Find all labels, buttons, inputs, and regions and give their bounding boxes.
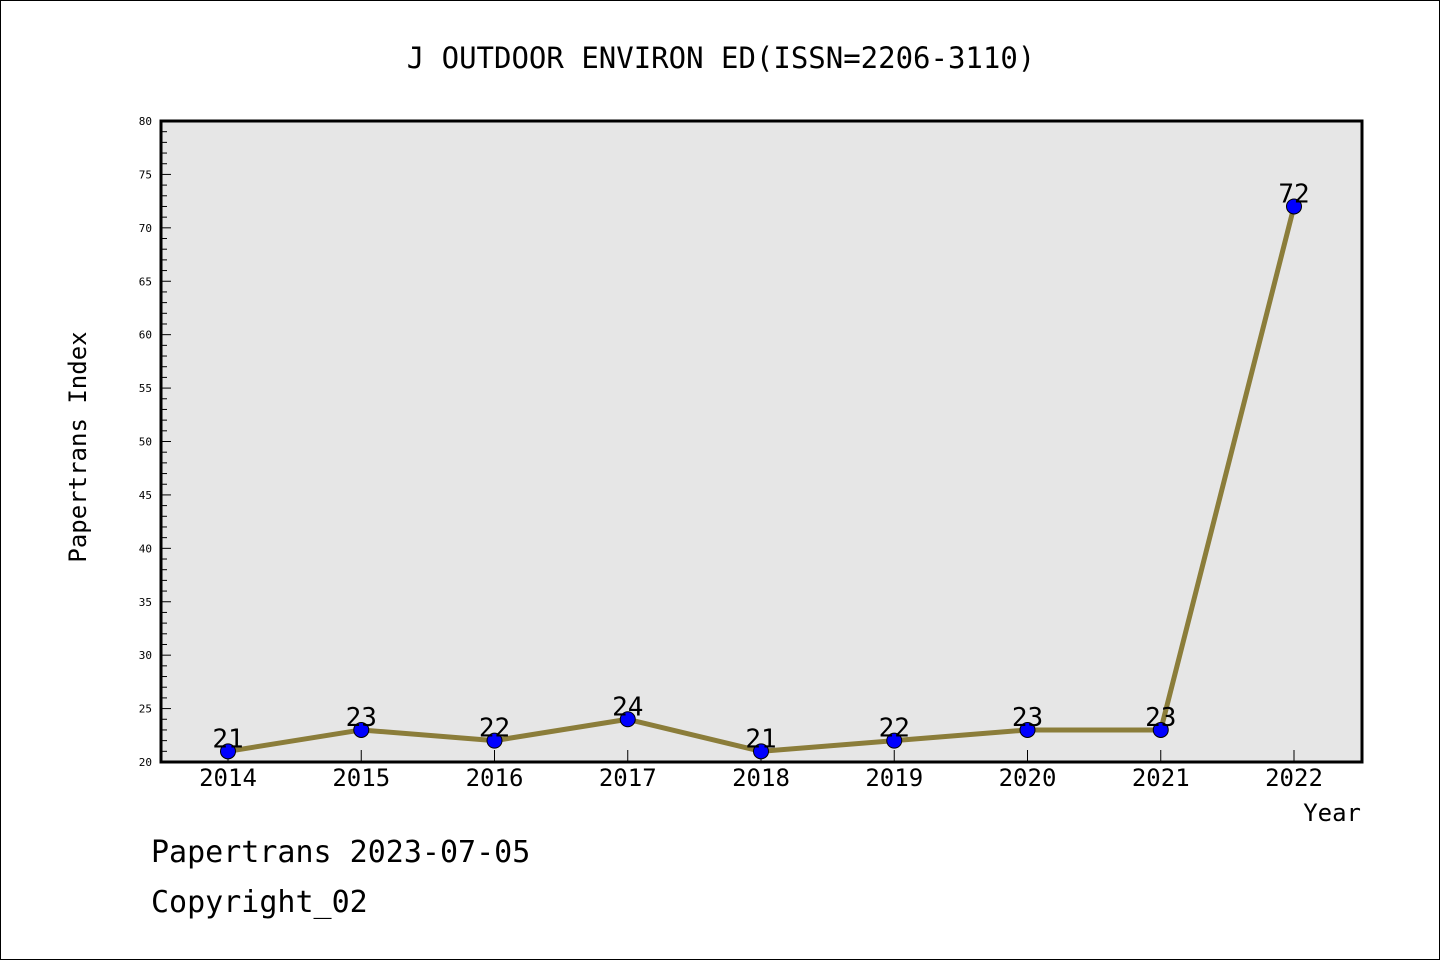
y-axis-ticks	[161, 120, 171, 763]
data-point-marker	[1019, 721, 1036, 738]
footer-copyright-text: Copyright_02	[151, 885, 368, 920]
data-label: 23	[1145, 703, 1176, 733]
data-label: 24	[612, 692, 643, 722]
y-axis-tick-labels: 20 25 30 35 40 45 50 55 60 65 70 75 80	[139, 115, 152, 769]
data-markers	[220, 198, 1302, 760]
y-tick-label: 45	[139, 489, 152, 502]
y-tick-label: 80	[139, 115, 152, 128]
y-tick-label: 30	[139, 649, 152, 662]
x-tick-label: 2016	[466, 764, 524, 792]
x-axis-tick-labels: 2014 2015 2016 2017 2018 2019 2020 2021 2022	[199, 764, 1323, 792]
data-point-marker	[886, 732, 903, 749]
data-point-marker	[1286, 198, 1302, 215]
x-tick-label: 2014	[199, 764, 257, 792]
data-point-marker	[619, 711, 636, 728]
data-label: 23	[346, 703, 377, 733]
x-tick-label: 2015	[332, 764, 390, 792]
x-axis-label: Year	[1303, 799, 1361, 827]
data-label: 21	[212, 724, 243, 754]
x-tick-label: 2021	[1132, 764, 1190, 792]
x-tick-label: 2020	[999, 764, 1057, 792]
data-point-marker	[353, 721, 370, 738]
y-tick-label: 65	[139, 275, 152, 288]
series-lines	[225, 203, 1297, 754]
x-tick-label: 2022	[1265, 764, 1323, 792]
x-tick-label: 2017	[599, 764, 657, 792]
data-label: 21	[745, 724, 776, 754]
series-line-segment	[225, 727, 364, 754]
plot-area	[159, 119, 1364, 764]
y-tick-label: 75	[139, 168, 152, 181]
data-label: 72	[1278, 179, 1309, 209]
data-point-marker	[1152, 721, 1169, 738]
data-labels: 21 23 22 24 21 22 23 23 72	[212, 179, 1309, 754]
chart-title: J OUTDOOR ENVIRON ED(ISSN=2206-3110)	[407, 41, 1036, 75]
data-point-marker	[753, 743, 769, 760]
y-tick-label: 60	[139, 329, 152, 342]
footer-date-text: Papertrans 2023-07-05	[151, 835, 531, 870]
series-line-segment	[492, 716, 631, 744]
data-label: 22	[479, 714, 510, 744]
x-tick-label: 2018	[732, 764, 790, 792]
series-line-segment	[625, 716, 764, 754]
series-line-segment	[758, 738, 897, 754]
y-tick-label: 25	[139, 703, 152, 716]
y-tick-label: 70	[139, 222, 152, 235]
y-axis-label: Papertrans Index	[64, 331, 92, 562]
y-tick-label: 40	[139, 542, 152, 555]
y-tick-label: 55	[139, 382, 152, 395]
data-label: 22	[879, 714, 910, 744]
x-tick-label: 2019	[865, 764, 923, 792]
y-tick-label: 35	[139, 596, 152, 609]
data-point-marker	[220, 743, 236, 760]
y-tick-label: 20	[139, 756, 152, 769]
data-label: 23	[1012, 703, 1043, 733]
series-line-segment	[1158, 203, 1297, 733]
y-tick-label: 50	[139, 436, 152, 449]
data-point-marker	[486, 732, 503, 749]
series-line-segment	[358, 727, 497, 744]
series-line-segment	[891, 727, 1030, 744]
